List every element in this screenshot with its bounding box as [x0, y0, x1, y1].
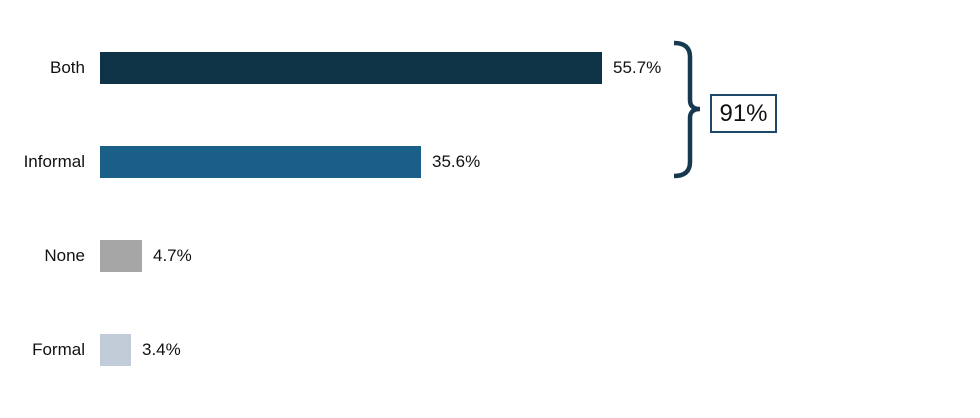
- category-label: None: [44, 246, 85, 265]
- bar-informal: [100, 146, 421, 178]
- bar-none: [100, 240, 142, 272]
- category-label: Informal: [23, 152, 85, 171]
- value-label: 55.7%: [613, 58, 662, 77]
- bar-row-formal: Formal 3.4%: [0, 334, 980, 366]
- group-total-label: 91%: [719, 99, 768, 127]
- value-label: 35.6%: [432, 152, 481, 171]
- value-label: 3.4%: [142, 340, 181, 359]
- group-bracket-icon: [673, 40, 701, 179]
- category-label: Both: [50, 58, 85, 77]
- bar-both: [100, 52, 602, 84]
- bar-formal: [100, 334, 131, 366]
- bar-row-none: None 4.7%: [0, 240, 980, 272]
- value-label: 4.7%: [153, 246, 192, 265]
- category-label: Formal: [32, 340, 85, 359]
- group-total-box: 91%: [710, 94, 777, 133]
- bar-row-both: Both 55.7%: [0, 52, 980, 84]
- bar-row-informal: Informal 35.6%: [0, 146, 980, 178]
